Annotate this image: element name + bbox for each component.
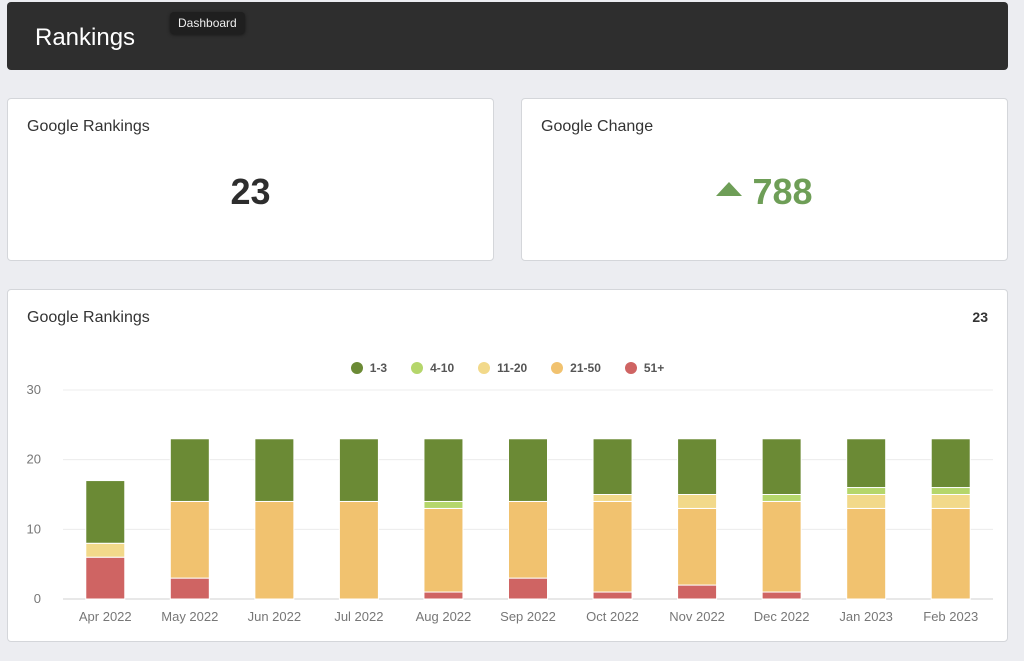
google-rankings-card-title: Google Rankings xyxy=(27,118,150,135)
bar-segment xyxy=(846,494,887,509)
bar-segment xyxy=(85,542,126,558)
x-tick-label: May 2022 xyxy=(161,609,218,624)
bar-segment xyxy=(761,494,802,502)
legend-label: 51+ xyxy=(643,361,665,375)
legend-label: 21-50 xyxy=(570,361,601,375)
legend-label: 11-20 xyxy=(497,361,528,375)
bar-segment xyxy=(423,591,464,600)
bar-segment xyxy=(592,438,633,495)
bar-segment xyxy=(508,577,548,600)
x-tick-label: Jul 2022 xyxy=(334,609,383,624)
google-change-value: 788 xyxy=(752,171,813,212)
bar-segment xyxy=(846,438,887,489)
up-arrow-icon xyxy=(716,182,743,196)
bar-segment xyxy=(508,438,548,502)
x-tick-label: Feb 2023 xyxy=(923,609,978,624)
x-tick-label: Jan 2023 xyxy=(839,609,893,624)
legend-item-1-3[interactable]: 1-3 xyxy=(350,361,388,375)
bar-segment xyxy=(761,591,802,600)
legend-dot xyxy=(551,362,564,374)
x-tick-label: Apr 2022 xyxy=(79,609,132,624)
y-tick-label: 20 xyxy=(27,452,41,467)
chart-legend: 1-3 4-10 11-20 21-50 51+ xyxy=(8,361,1007,375)
x-tick-label: Aug 2022 xyxy=(416,609,472,624)
google-rankings-value: 23 xyxy=(230,171,271,212)
bar-segment xyxy=(592,591,633,600)
page-header: Rankings Dashboard xyxy=(7,2,1008,70)
bar-segment xyxy=(508,500,548,579)
legend-dot xyxy=(350,362,363,374)
google-rankings-card: Google Rankings 23 xyxy=(7,98,494,261)
bar-segment xyxy=(761,438,802,495)
dashboard-tooltip: Dashboard xyxy=(170,12,245,34)
legend-item-21-50[interactable]: 21-50 xyxy=(551,361,601,375)
bar-segment xyxy=(254,438,295,502)
legend-dot xyxy=(411,362,424,374)
bar-segment xyxy=(930,494,971,509)
bar-segment xyxy=(846,487,887,496)
bar-segment xyxy=(592,494,633,502)
x-tick-label: Nov 2022 xyxy=(669,609,725,624)
bar-segment xyxy=(85,556,126,600)
bar-segment xyxy=(846,507,887,600)
bar-segment xyxy=(169,438,210,502)
rankings-bar-chart: 0 10 20 30 Apr 2022 May 2022 Jun 2022 Jul 2022 A… xyxy=(27,382,993,624)
google-change-card: Google Change 788 xyxy=(521,98,1008,261)
x-tick-label: Dec 2022 xyxy=(754,609,810,624)
rankings-chart-card: Google Rankings 23 1-3 4-10 11-20 21-50 51+ … xyxy=(7,289,1008,642)
bar-segment xyxy=(169,500,210,579)
x-tick-label: Sep 2022 xyxy=(500,609,556,624)
bar-segment xyxy=(423,438,464,502)
rankings-chart-count: 23 xyxy=(972,309,988,325)
bar-segment xyxy=(169,577,210,600)
legend-item-4-10[interactable]: 4-10 xyxy=(411,361,454,375)
bar-segment xyxy=(930,438,971,489)
bar-segment xyxy=(930,507,971,600)
y-tick-label: 10 xyxy=(27,521,41,536)
bar-segment xyxy=(677,584,718,600)
bar-segment xyxy=(677,494,718,509)
legend-label: 4-10 xyxy=(430,361,455,375)
google-change-card-title: Google Change xyxy=(541,118,654,135)
x-tick-label: Jun 2022 xyxy=(248,609,302,624)
legend-dot xyxy=(624,362,637,374)
x-tick-label: Oct 2022 xyxy=(586,609,639,624)
bar-segment xyxy=(254,500,295,600)
bar-segment xyxy=(338,438,379,502)
bar-segment xyxy=(85,480,126,544)
legend-item-11-20[interactable]: 11-20 xyxy=(478,361,527,375)
y-tick-label: 30 xyxy=(27,382,41,397)
legend-dot xyxy=(478,362,491,374)
legend-item-51plus[interactable]: 51+ xyxy=(624,361,665,375)
legend-label: 1-3 xyxy=(369,361,388,375)
bar-segment xyxy=(338,500,379,600)
y-tick-label: 0 xyxy=(34,591,41,606)
bar-segment xyxy=(677,438,718,495)
rankings-chart-title: Google Rankings xyxy=(27,309,150,326)
bar-segment xyxy=(930,487,971,496)
bar-segment xyxy=(761,500,802,593)
bar-segment xyxy=(677,507,718,586)
bar-segment xyxy=(423,500,464,509)
bar-segment xyxy=(423,507,464,593)
bar-segment xyxy=(592,500,633,593)
google-change-display: 788 xyxy=(522,171,1007,213)
page-title: Rankings xyxy=(35,24,136,51)
